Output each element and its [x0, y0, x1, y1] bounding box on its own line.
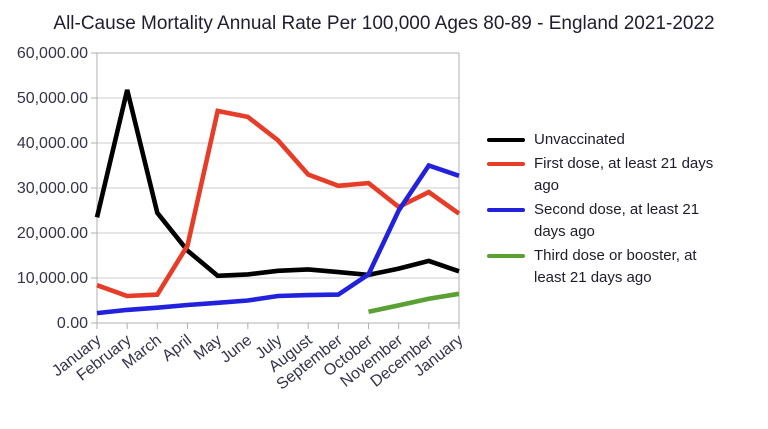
legend-line-swatch-blue [487, 208, 525, 212]
y-axis-tick-label: 40,000.00 [17, 135, 88, 152]
legend-item-third-dose: Third dose or booster, at least 21 days … [487, 245, 727, 289]
legend-item-unvaccinated: Unvaccinated [487, 129, 727, 151]
series-line-3 [368, 291, 460, 315]
series-line-2 [96, 162, 460, 316]
legend-line-swatch-black [487, 138, 525, 142]
y-axis-tick-label: 50,000.00 [17, 90, 88, 107]
legend-label: First dose, at least 21 days ago [534, 155, 714, 194]
legend-item-first-dose: First dose, at least 21 days ago [487, 153, 727, 197]
series-line-0 [94, 89, 460, 279]
chart-title: All-Cause Mortality Annual Rate Per 100,… [53, 13, 715, 34]
x-axis-month-label: April [159, 332, 195, 365]
y-axis-tick-label: 10,000.00 [17, 270, 88, 287]
legend-label: Unvaccinated [534, 131, 625, 148]
legend-line-swatch-green [487, 254, 525, 258]
y-axis-tick-label: 30,000.00 [17, 180, 88, 197]
legend-line-swatch-red [487, 162, 525, 166]
y-axis-tick-label: 0.00 [57, 315, 88, 332]
x-axis-month-label: June [217, 332, 255, 367]
legend-label: Third dose or booster, at least 21 days … [534, 247, 697, 286]
y-axis-tick-label: 20,000.00 [17, 225, 88, 242]
legend-item-second-dose: Second dose, at least 21 days ago [487, 199, 727, 243]
chart-legend: Unvaccinated First dose, at least 21 day… [487, 129, 727, 289]
legend-label: Second dose, at least 21 days ago [534, 201, 700, 240]
x-axis-month-label: May [191, 332, 225, 364]
y-axis-tick-label: 60,000.00 [17, 45, 88, 62]
